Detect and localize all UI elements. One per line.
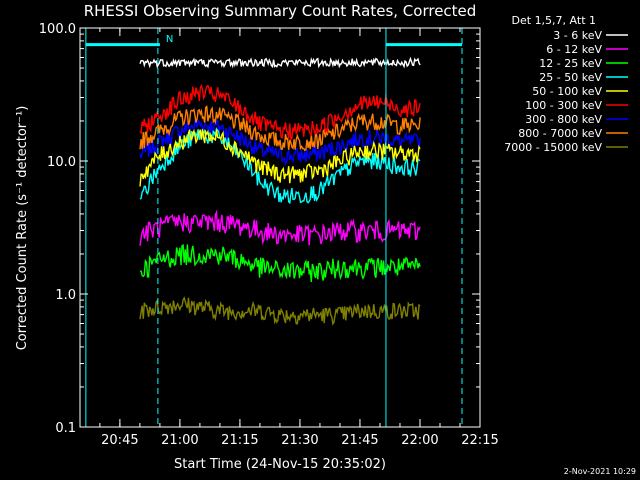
legend-entry-label: 12 - 25 keV bbox=[539, 57, 602, 70]
legend-entry-label: 800 - 7000 keV bbox=[518, 127, 602, 140]
series-trace bbox=[139, 118, 421, 166]
series-trace bbox=[139, 128, 421, 187]
legend-entry-label: 3 - 6 keV bbox=[553, 29, 602, 42]
y-tick-label: 10.0 bbox=[47, 155, 76, 170]
legend-entry-label: 50 - 100 keV bbox=[532, 85, 602, 98]
x-tick-label: 20:45 bbox=[101, 433, 138, 448]
night-annotation: N bbox=[166, 34, 173, 45]
series-trace bbox=[139, 127, 421, 205]
x-axis: 20:45 21:00 21:15 21:30 21:45 22:00 22:15 bbox=[99, 28, 499, 448]
y-tick-label: 0.1 bbox=[55, 421, 76, 436]
series-trace bbox=[139, 296, 421, 326]
marker-layer: N bbox=[85, 28, 463, 427]
data-layer bbox=[139, 56, 421, 326]
legend-entry-label: 6 - 12 keV bbox=[546, 43, 602, 56]
y-tick-label: 1.0 bbox=[55, 288, 76, 303]
x-axis-label: Start Time (24-Nov-15 20:35:02) bbox=[174, 457, 386, 472]
legend-entry-label: 100 - 300 keV bbox=[525, 99, 602, 112]
x-tick-label: 21:15 bbox=[221, 433, 258, 448]
chart-title: RHESSI Observing Summary Count Rates, Co… bbox=[84, 2, 477, 20]
x-tick-label: 21:30 bbox=[281, 433, 318, 448]
x-tick-label: 21:45 bbox=[341, 433, 378, 448]
series-trace bbox=[139, 56, 421, 69]
y-axis: 0.1 1.0 10.0 100.0 bbox=[39, 22, 480, 436]
x-tick-label: 22:00 bbox=[401, 433, 438, 448]
series-trace bbox=[139, 84, 421, 141]
legend-entry-label: 7000 - 15000 keV bbox=[504, 141, 602, 154]
legend-entry-label: 300 - 800 keV bbox=[525, 113, 602, 126]
footer-timestamp: 2-Nov-2021 10:29 bbox=[564, 467, 636, 476]
x-tick-label: 21:00 bbox=[161, 433, 198, 448]
legend-entry-label: 25 - 50 keV bbox=[539, 71, 602, 84]
series-trace bbox=[140, 244, 421, 282]
y-tick-label: 100.0 bbox=[39, 22, 76, 37]
legend-title: Det 1,5,7, Att 1 bbox=[512, 14, 596, 27]
series-trace bbox=[139, 209, 421, 246]
series-trace bbox=[139, 105, 421, 152]
y-axis-label: Corrected Count Rate (s⁻¹ detector⁻¹) bbox=[15, 106, 30, 351]
x-tick-label: 22:15 bbox=[461, 433, 498, 448]
